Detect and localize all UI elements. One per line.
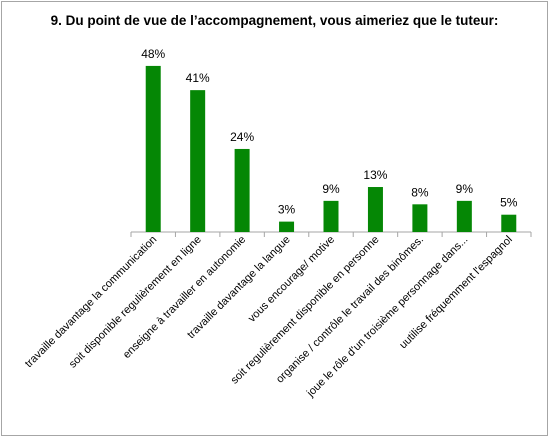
bars [145, 65, 517, 232]
bar [323, 200, 339, 232]
bar [501, 214, 517, 232]
bar [456, 200, 472, 232]
data-label: 9% [456, 182, 474, 196]
data-label: 3% [278, 203, 296, 217]
bar [367, 187, 383, 232]
chart-title: 9. Du point de vue de l’accompagnement, … [50, 13, 499, 28]
data-label: 24% [230, 130, 254, 144]
data-label: 9% [322, 182, 340, 196]
data-labels: 48% 41% 24% 3% 9% 13% 8% 9% 5% [141, 47, 518, 217]
bar [190, 90, 206, 232]
category-label: vous encourage/ motive [246, 234, 337, 325]
x-axis-ticks [130, 232, 532, 237]
bar [412, 204, 428, 232]
data-label: 5% [500, 196, 518, 210]
bar [234, 148, 250, 232]
bar [279, 221, 295, 232]
data-label: 41% [186, 71, 210, 85]
data-label: 8% [411, 185, 429, 199]
data-label: 48% [141, 47, 165, 61]
category-labels: travaille davantage la communicationsoit… [23, 234, 515, 400]
bar [145, 65, 161, 232]
data-label: 13% [363, 168, 387, 182]
category-label: joue le rôle d'un troisième personnage d… [304, 234, 470, 400]
